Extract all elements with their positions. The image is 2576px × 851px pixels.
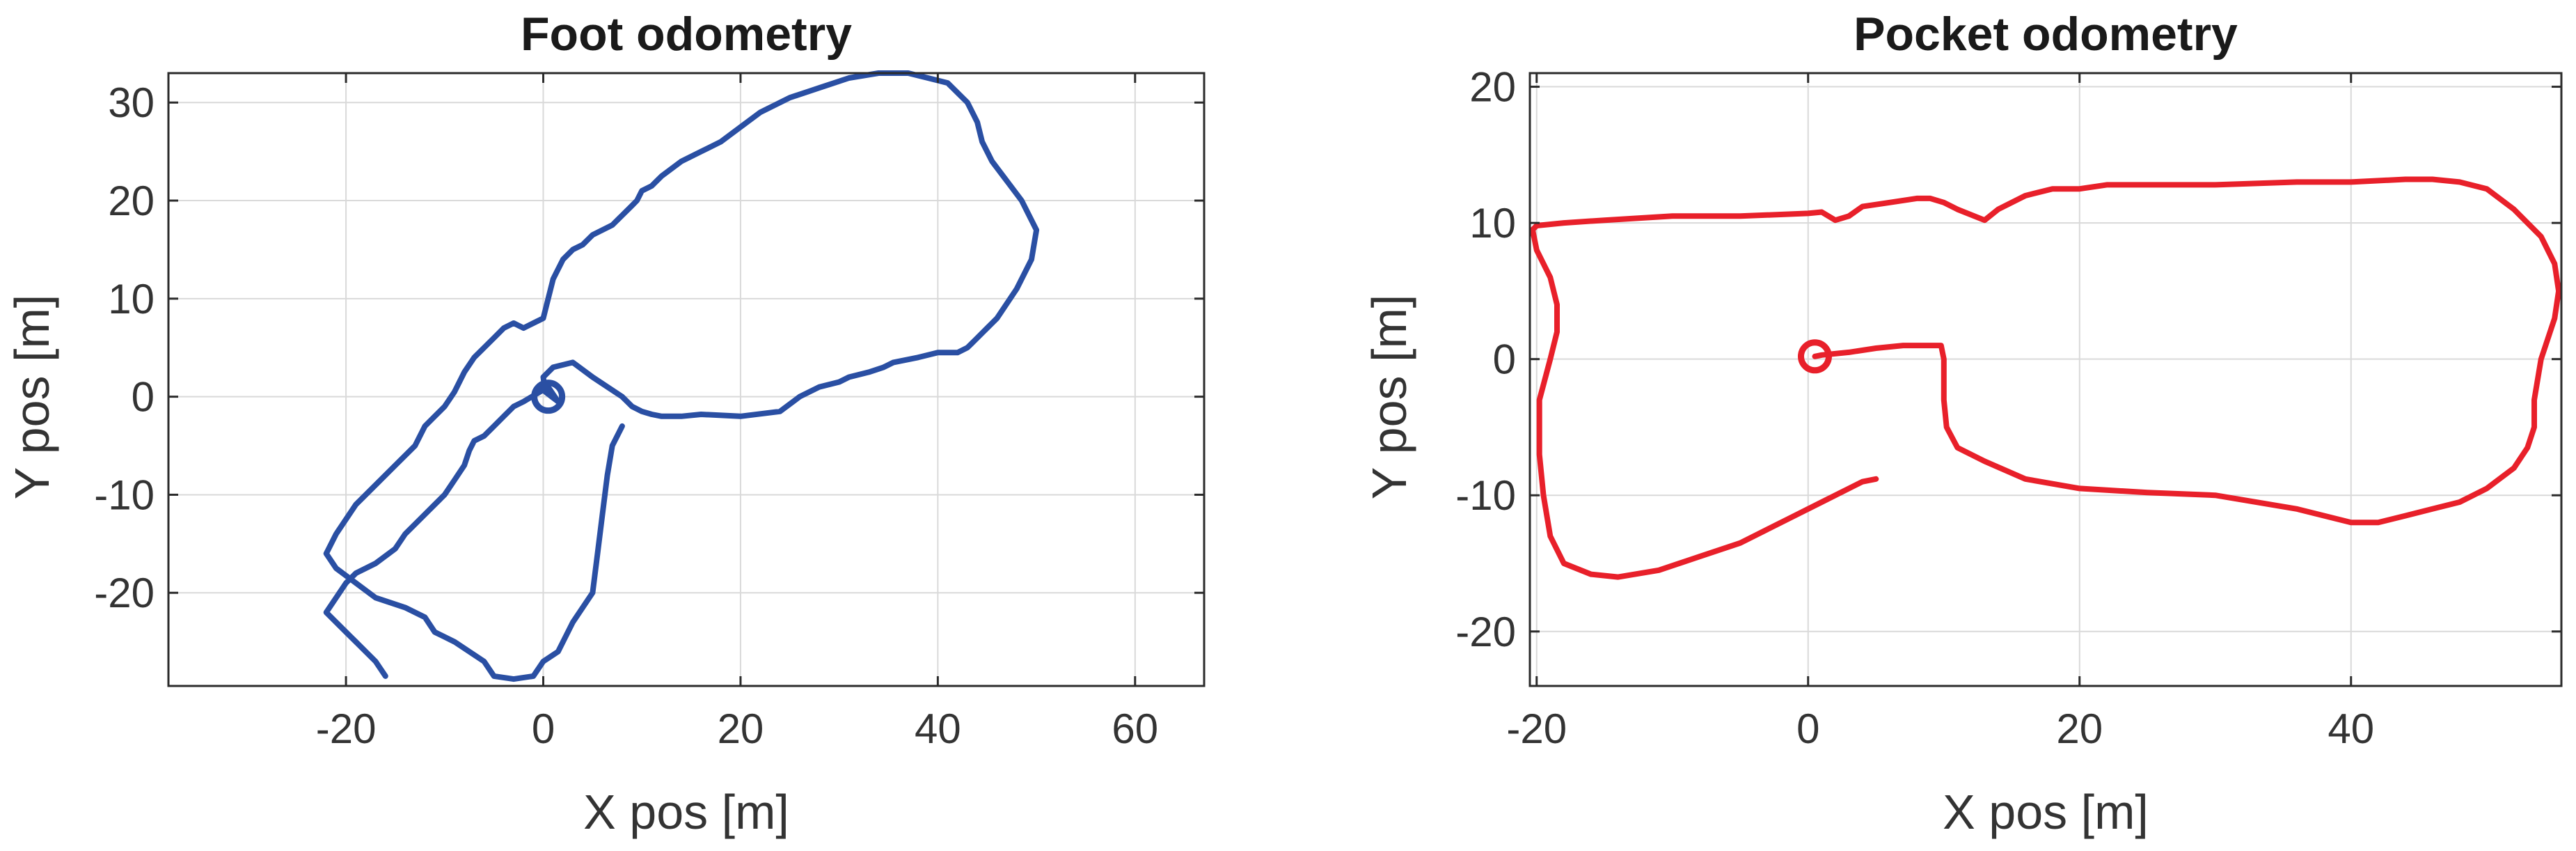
plot-frame: [167, 72, 1206, 687]
x-tick-label: -20: [1506, 705, 1567, 752]
y-tick-label: 20: [108, 178, 155, 224]
x-tick-label: 20: [718, 705, 764, 752]
x-tick-label: 0: [532, 705, 555, 752]
x-tick-label: 0: [1796, 705, 1819, 752]
y-axis-label: Y pos [m]: [5, 295, 59, 499]
x-tick-label: 20: [2056, 705, 2103, 752]
y-tick-label: 10: [108, 276, 155, 322]
y-tick-label: 10: [1469, 200, 1516, 247]
plot-frame: [1528, 72, 2563, 687]
start-marker: [531, 380, 566, 414]
y-tick-label: 0: [132, 374, 155, 421]
x-axis-label: X pos [m]: [1943, 785, 2149, 839]
trajectory-line: [1529, 176, 2562, 580]
y-tick-label: 20: [1469, 64, 1516, 111]
y-axis-label: Y pos [m]: [1362, 295, 1416, 499]
x-tick-label: -20: [316, 705, 377, 752]
y-tick-label: -20: [94, 570, 155, 616]
start-marker: [1798, 339, 1832, 374]
foot-odometry-chart: Foot odometry X pos [m] Y pos [m] -20 0 20…: [5, 8, 1206, 839]
y-tick-label: -10: [94, 471, 155, 518]
x-tick-label: 40: [915, 705, 961, 752]
y-tick-label: -10: [1455, 472, 1516, 519]
y-tick-label: 30: [108, 79, 155, 126]
y-tick-label: 0: [1493, 336, 1516, 383]
x-tick-label: 40: [2328, 705, 2374, 752]
chart-title: Pocket odometry: [1854, 8, 2238, 61]
y-tick-label: -20: [1455, 609, 1516, 655]
x-axis-label: X pos [m]: [583, 785, 789, 839]
chart-title: Foot odometry: [521, 8, 852, 61]
x-tick-label: 60: [1112, 705, 1158, 752]
pocket-odometry-chart: Pocket odometry X pos [m] Y pos [m] -20 0…: [1362, 8, 2563, 839]
trajectory-line: [323, 70, 1040, 682]
